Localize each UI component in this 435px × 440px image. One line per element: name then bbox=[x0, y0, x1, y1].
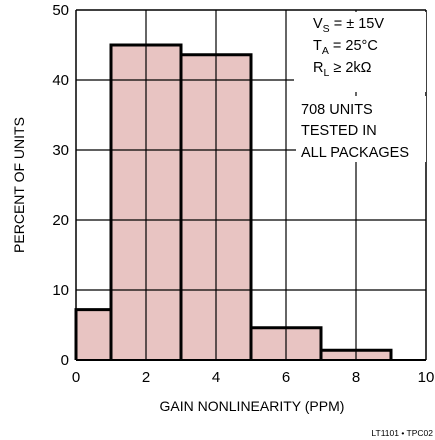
x-tick-label-4: 8 bbox=[352, 369, 360, 386]
y-tick-label-4: 40 bbox=[52, 72, 69, 89]
units-note-line-1: 708 UNITS bbox=[301, 102, 373, 118]
y-axis-label: PERCENT OF UNITS bbox=[11, 117, 27, 253]
units-note-backdrop bbox=[296, 96, 426, 162]
x-tick-label-3: 6 bbox=[282, 369, 290, 386]
x-tick-label-0: 0 bbox=[72, 369, 80, 386]
x-axis-label: GAIN NONLINEARITY (PPM) bbox=[160, 398, 345, 414]
figure-id: LT1101 • TPC02 bbox=[371, 428, 433, 438]
tick-labels: 0 10 20 30 40 50 0 2 4 6 8 10 bbox=[52, 2, 434, 386]
units-note-line-2: TESTED IN bbox=[301, 123, 377, 139]
bar-bin-0 bbox=[76, 309, 111, 360]
units-note-line-3: ALL PACKAGES bbox=[301, 145, 409, 161]
y-tick-label-5: 50 bbox=[52, 2, 69, 19]
condition-vs: VS = ± 15V bbox=[313, 16, 384, 35]
x-tick-label-1: 2 bbox=[142, 369, 150, 386]
y-tick-label-3: 30 bbox=[52, 142, 69, 159]
conditions-backdrop bbox=[294, 12, 426, 92]
y-tick-label-2: 20 bbox=[52, 212, 69, 229]
x-tick-label-2: 4 bbox=[212, 369, 220, 386]
condition-rl: RL ≥ 2kΩ bbox=[313, 60, 372, 79]
condition-ta: TA = 25°C bbox=[313, 38, 378, 57]
y-tick-label-0: 0 bbox=[61, 352, 69, 369]
x-tick-label-5: 10 bbox=[418, 369, 435, 386]
histogram-bars bbox=[76, 45, 391, 361]
y-tick-label-1: 10 bbox=[52, 282, 69, 299]
histogram-outline bbox=[74, 43, 393, 360]
